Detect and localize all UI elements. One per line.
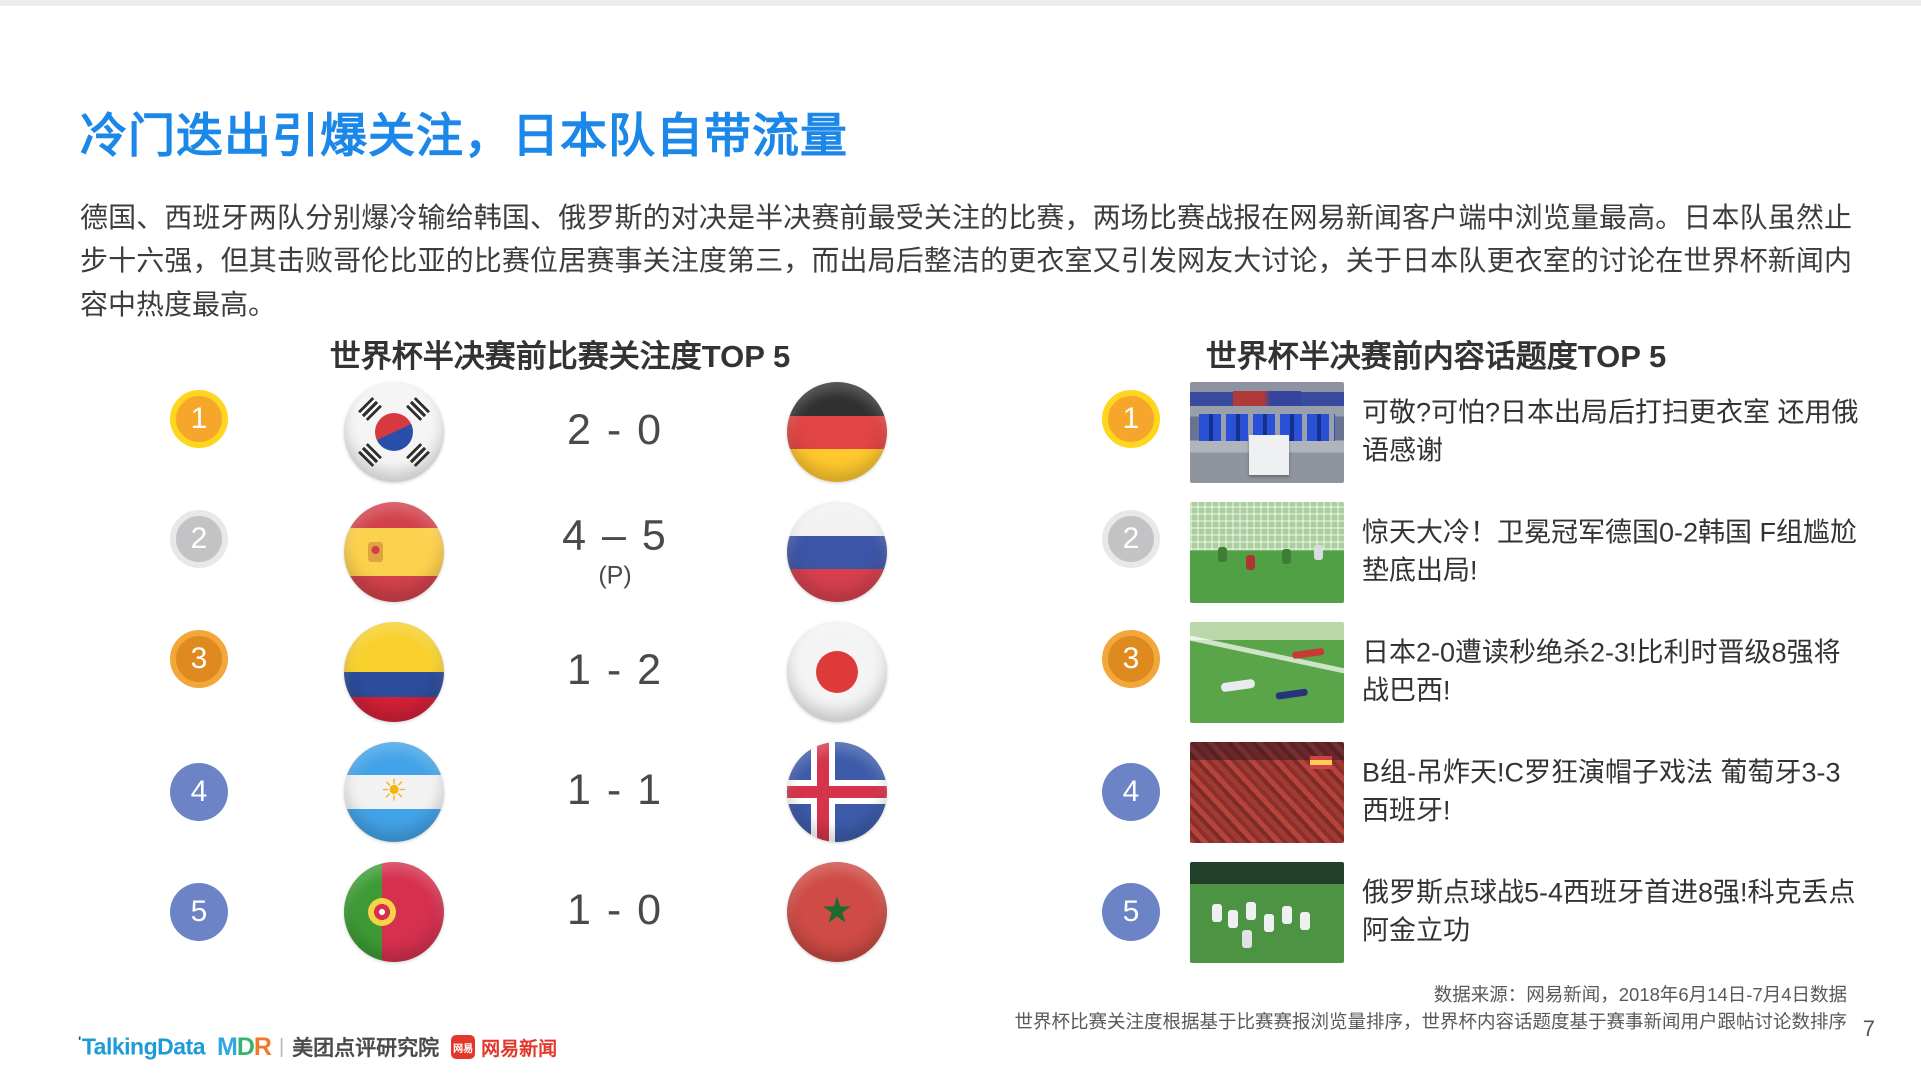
logo-separator: | [278,1035,285,1058]
score-note: (P) [598,561,632,590]
locker-seats [1199,414,1335,441]
news-headline: 日本2-0遭读秒绝杀2-3!比利时晋级8强将战巴西! [1362,637,1841,706]
netease-badge-icon: 网易 [451,1035,476,1059]
rank-number: 3 [1122,642,1140,675]
score-value: 2 - 0 [566,405,664,454]
content-topic-panel: 1 可敬?可怕?日本出局后打扫更衣室 还用俄语感谢 2 惊天大冷！卫冕冠军德国0… [0,372,1921,972]
rank-3-medal-icon: 3 [1102,630,1160,688]
match-score: 1 - 0 [480,885,750,936]
rank-number: 4 [190,775,208,808]
rank-1-medal-icon: 1 [170,390,228,448]
score-value: 1 - 1 [566,765,664,814]
sun-of-may-icon: ☀ [380,774,408,808]
score-value: 1 - 2 [566,645,664,694]
morocco-star-icon: ★ [820,889,854,931]
summary-paragraph: 德国、西班牙两队分别爆冷输给韩国、俄罗斯的对决是半决赛前最受关注的比赛，两场比赛… [80,202,1852,320]
taegeuk-symbol [375,413,413,451]
iceland-flag-icon [787,742,887,842]
news-headline: 俄罗斯点球战5-4西班牙首进8强!科克丢点阿金立功 [1362,877,1856,946]
match-row-2: 2 4 – 5 (P) [0,492,1921,612]
south-korea-flag-icon [344,382,444,482]
morocco-flag-icon: ★ [787,862,887,962]
source-line-2: 世界杯比赛关注度根据基于比赛赛报浏览量排序，世界杯内容话题度基于赛事新闻用户跟帖… [1014,1010,1847,1032]
rank-number: 3 [190,642,208,675]
match-row-5: 5 1 - 0 ★ [0,852,1921,972]
news-headline: 可敬?可怕?日本出局后打扫更衣室 还用俄语感谢 [1362,397,1859,466]
rank-number: 4 [1122,775,1140,808]
germany-korea-goal-photo [1190,502,1344,603]
mdr-logo: MDR [217,1032,272,1061]
match-row-3: 3 1 - 2 [0,612,1921,732]
rank-4-badge: 4 [1102,763,1160,821]
content-topic-heading: 世界杯半决赛前内容话题度TOP 5 [1205,338,1667,374]
topic-row-2: 2 惊天大冷！卫冕冠军德国0-2韩国 F组尴尬垫底出局! [0,492,1921,612]
topic-row-1: 1 可敬?可怕?日本出局后打扫更衣室 还用俄语感谢 [0,372,1921,492]
page-number: 7 [1862,1016,1875,1041]
news-headline: 惊天大冷！卫冕冠军德国0-2韩国 F组尴尬垫底出局! [1362,517,1858,586]
topic-row-5: 5 俄罗斯点球战5-4西班牙首进8强!科克丢点阿金立功 [0,852,1921,972]
page-title: 冷门迭出引爆关注，日本队自带流量 [80,109,848,163]
rank-number: 1 [1122,402,1140,435]
spain-flag-icon [344,502,444,602]
match-score: 1 - 2 [480,645,750,696]
match-row-1: 1 2 - 0 [0,372,1921,492]
portugal-flag-icon [344,862,444,962]
colombia-flag-icon [344,622,444,722]
source-line-1: 数据来源：网易新闻，2018年6月14日-7月4日数据 [1433,984,1847,1005]
match-attention-panel: 1 2 - 0 2 4 – 5 (P) 3 [0,372,1921,972]
russia-flag-icon [787,502,887,602]
data-source-note: 数据来源：网易新闻，2018年6月14日-7月4日数据 世界杯比赛关注度根据基于… [1014,982,1847,1036]
match-attention-heading: 世界杯半决赛前比赛关注度TOP 5 [329,338,791,374]
news-headline: B组-吊炸天!C罗狂演帽子戏法 葡萄牙3-3西班牙! [1362,757,1841,826]
rank-4-badge: 4 [170,763,228,821]
rank-number: 5 [190,895,208,928]
match-score: 2 - 0 [480,405,750,456]
talkingdata-logo: 'TalkingData [78,1033,206,1060]
portugal-spain-fans-photo [1190,742,1344,843]
argentina-flag-icon: ☀ [344,742,444,842]
germany-flag-icon [787,382,887,482]
japan-locker-room-photo [1190,382,1344,483]
match-score: 1 - 1 [480,765,750,816]
match-score: 4 – 5 (P) [480,513,750,590]
footer-logos: 'TalkingData MDR | 美团点评研究院 网易 网易新闻 [78,1032,557,1062]
rank-number: 2 [190,522,208,555]
rank-2-medal-icon: 2 [1102,510,1160,568]
topic-row-3: 3 日本2-0遭读秒绝杀2-3!比利时晋级8强将战巴西! [0,612,1921,732]
match-row-4: 4 ☀ 1 - 1 [0,732,1921,852]
rank-number: 2 [1122,522,1140,555]
score-value: 1 - 0 [566,885,664,934]
top-edge-strip [0,0,1921,6]
netease-news-logo: 网易新闻 [481,1038,558,1060]
rank-number: 5 [1122,895,1140,928]
japan-flag-icon [787,622,887,722]
score-value: 4 – 5 [562,511,668,560]
topic-row-4: 4 B组-吊炸天!C罗狂演帽子戏法 葡萄牙3-3西班牙! [0,732,1921,852]
talkingdata-tick: ' [78,1033,81,1050]
rank-2-medal-icon: 2 [170,510,228,568]
meituan-dianping-institute-logo: 美团点评研究院 [292,1037,440,1060]
rank-number: 1 [190,402,208,435]
rank-3-medal-icon: 3 [170,630,228,688]
rank-5-badge: 5 [1102,883,1160,941]
japan-belgium-goal-photo [1190,622,1344,723]
russia-spain-celebration-photo [1190,862,1344,963]
rank-1-medal-icon: 1 [1102,390,1160,448]
rank-5-badge: 5 [170,883,228,941]
